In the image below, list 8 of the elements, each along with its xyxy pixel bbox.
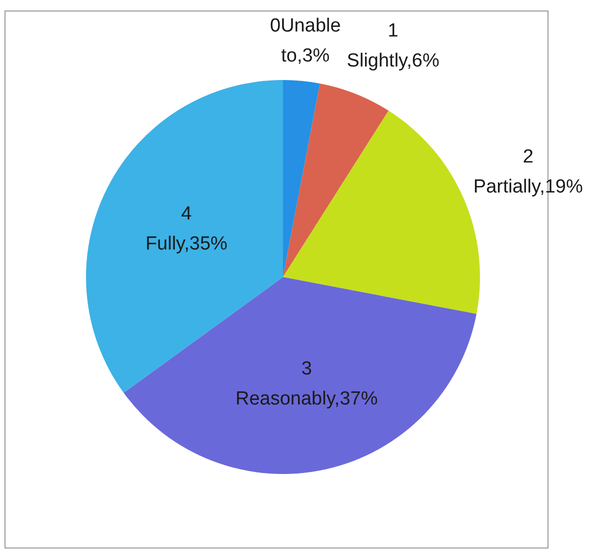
pie-slice — [124, 277, 477, 474]
slice-label: 3 Reasonably,37% — [236, 358, 378, 410]
slice-label: 4 Fully,35% — [145, 203, 228, 254]
pie-slice — [283, 83, 389, 277]
pie-slice — [283, 80, 320, 277]
slice-label: 1 Slightly,6% — [346, 20, 440, 72]
slice-label: 2 Partially,19% — [473, 146, 584, 198]
slice-label: 0Unable to,3% — [270, 16, 341, 67]
